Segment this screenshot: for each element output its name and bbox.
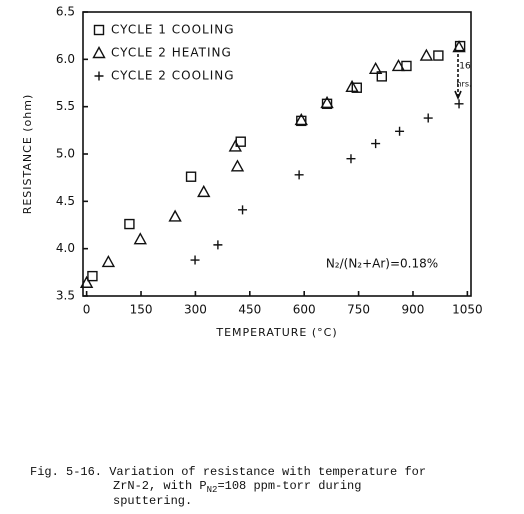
y-tick-label: 5.5 xyxy=(56,99,75,113)
y-tick-label: 5.0 xyxy=(56,147,75,161)
point xyxy=(395,126,405,136)
caption-sub: N2 xyxy=(207,485,218,495)
point xyxy=(101,254,116,268)
caption: sputtering. xyxy=(113,494,192,508)
annotation: hrs. xyxy=(456,80,471,89)
caption: Fig. 5-16. Variation of resistance with … xyxy=(30,465,426,479)
point xyxy=(391,59,406,72)
x-tick-label: 300 xyxy=(184,303,207,317)
annotation: 16 xyxy=(459,62,471,72)
legend-marker xyxy=(94,71,104,81)
point xyxy=(376,71,387,82)
point xyxy=(238,205,248,215)
arrow-head xyxy=(454,90,462,101)
point xyxy=(213,240,223,250)
legend-label: CYCLE 2 COOLING xyxy=(111,69,235,83)
point xyxy=(190,255,200,265)
point xyxy=(185,171,197,182)
y-tick-label: 6.0 xyxy=(56,52,75,66)
legend-label: CYCLE 1 COOLING xyxy=(111,23,235,37)
legend-label: CYCLE 2 HEATING xyxy=(111,46,232,60)
caption-part: =108 ppm-torr during xyxy=(217,479,361,493)
x-tick-label: 0 xyxy=(83,303,91,317)
point xyxy=(371,139,381,149)
point xyxy=(296,115,307,127)
point xyxy=(423,113,433,123)
y-tick-label: 4.5 xyxy=(56,194,75,208)
point xyxy=(345,79,359,92)
point xyxy=(419,48,434,61)
point xyxy=(228,139,242,152)
point xyxy=(320,95,334,109)
point xyxy=(294,112,308,126)
point xyxy=(87,270,98,282)
caption-part: ZrN-2, with P xyxy=(113,479,207,493)
x-tick-label: 150 xyxy=(130,303,153,317)
annotation: N₂/(N₂+Ar)=0.18% xyxy=(326,257,438,271)
point xyxy=(124,218,135,230)
point xyxy=(346,154,356,164)
x-tick-label: 1050 xyxy=(452,303,483,317)
point xyxy=(168,209,182,222)
y-tick-label: 6.5 xyxy=(56,5,75,19)
legend-marker xyxy=(93,24,105,36)
point xyxy=(321,98,333,110)
point xyxy=(197,184,211,198)
legend-marker xyxy=(92,46,106,59)
point xyxy=(368,61,383,74)
point xyxy=(294,170,304,180)
point xyxy=(454,99,464,109)
x-tick-label: 900 xyxy=(402,303,425,317)
x-tick-label: 450 xyxy=(238,303,261,317)
y-axis-label: RESISTANCE (ohm) xyxy=(21,94,34,215)
y-tick-label: 4.0 xyxy=(56,241,75,255)
x-tick-label: 750 xyxy=(347,303,370,317)
y-tick-label: 3.5 xyxy=(56,289,75,303)
point xyxy=(454,40,466,52)
x-tick-label: 600 xyxy=(293,303,316,317)
caption: ZrN-2, with PN2=108 ppm-torr during xyxy=(113,479,361,495)
point xyxy=(452,40,466,53)
point xyxy=(351,82,362,93)
point xyxy=(230,159,245,172)
x-axis-label: TEMPERATURE (°C) xyxy=(215,326,337,339)
point xyxy=(133,232,147,245)
point xyxy=(79,275,94,288)
point xyxy=(433,50,444,61)
